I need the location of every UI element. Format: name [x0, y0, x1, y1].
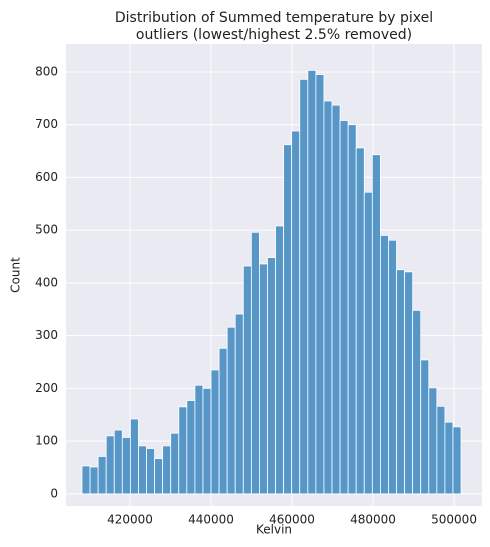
bar	[97, 456, 107, 495]
bar	[121, 437, 131, 495]
bar	[315, 74, 325, 495]
bar	[162, 445, 172, 495]
bar	[210, 369, 220, 495]
bar	[89, 466, 99, 495]
bar	[283, 144, 293, 495]
bar	[412, 309, 422, 495]
bar	[371, 154, 381, 495]
bar	[154, 458, 164, 495]
y-tick-label: 400	[35, 275, 58, 289]
bar	[178, 406, 188, 495]
y-tick-label: 800	[35, 64, 58, 78]
bar	[138, 445, 147, 495]
x-tick-label: 440000	[188, 513, 234, 527]
bar	[186, 400, 196, 495]
y-tick-label: 300	[35, 328, 58, 342]
bar	[81, 465, 91, 495]
bar	[379, 235, 389, 495]
bar	[355, 147, 365, 495]
x-tick-label: 420000	[107, 513, 153, 527]
bar	[323, 100, 333, 495]
bar	[444, 421, 454, 495]
y-tick-label: 600	[35, 170, 58, 184]
chart-title: Distribution of Summed temperature by pi…	[115, 10, 433, 26]
y-tick-label: 100	[35, 434, 58, 448]
bar	[404, 271, 414, 495]
y-tick-label: 700	[35, 117, 58, 131]
bar	[275, 225, 285, 495]
x-axis-label: Kelvin	[256, 523, 292, 537]
bar	[129, 418, 139, 495]
bar	[436, 405, 446, 495]
bar	[339, 120, 349, 495]
bar	[291, 130, 301, 495]
bar	[388, 239, 397, 495]
bar	[420, 359, 430, 495]
bar	[226, 326, 236, 495]
bar	[452, 426, 462, 495]
bar	[299, 78, 309, 495]
bar	[105, 435, 115, 495]
bar	[202, 387, 212, 495]
y-tick-label: 500	[35, 223, 58, 237]
bar	[170, 432, 180, 495]
x-tick-label: 500000	[431, 513, 477, 527]
bar	[242, 265, 252, 495]
y-tick-label: 0	[50, 486, 58, 500]
bar	[396, 269, 405, 495]
bar	[347, 124, 357, 495]
bar	[363, 191, 373, 495]
bar	[218, 347, 228, 495]
bar	[259, 263, 268, 495]
bar	[146, 448, 155, 495]
bar	[307, 69, 317, 495]
bar	[331, 104, 341, 495]
bar	[428, 387, 438, 495]
y-tick-label: 200	[35, 381, 58, 395]
bar	[234, 313, 244, 495]
bar	[250, 231, 260, 495]
chart-title: outliers (lowest/highest 2.5% removed)	[136, 27, 412, 43]
bar	[194, 384, 204, 495]
bar	[113, 429, 123, 495]
x-tick-label: 460000	[269, 513, 315, 527]
x-tick-label: 480000	[350, 513, 396, 527]
bar	[267, 257, 276, 495]
y-axis-label: Count	[9, 257, 23, 293]
